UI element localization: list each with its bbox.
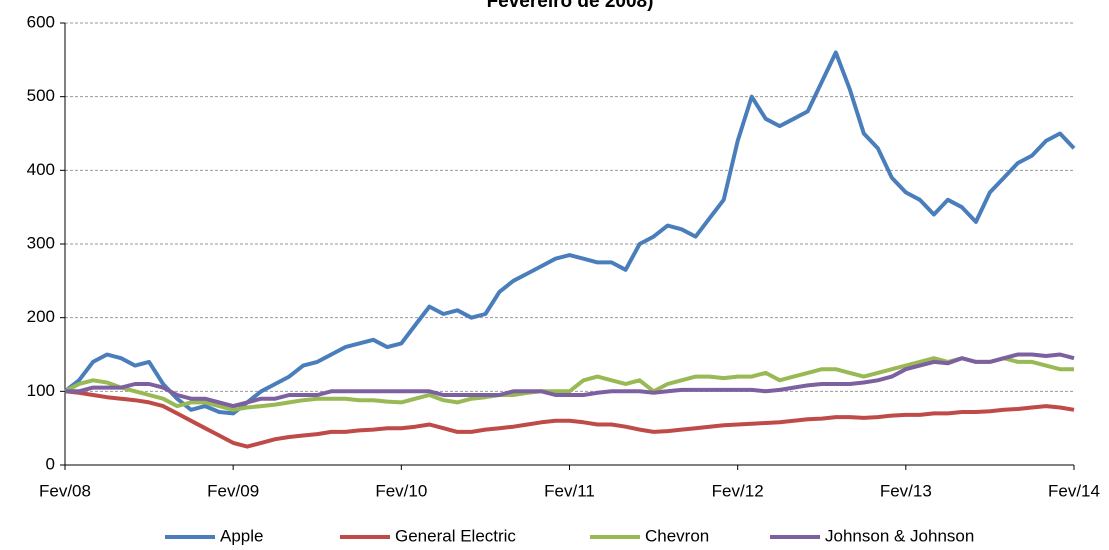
y-tick-label: 400 bbox=[27, 160, 55, 179]
y-tick-label: 300 bbox=[27, 233, 55, 252]
x-tick-label: Fev/10 bbox=[375, 481, 427, 500]
y-tick-label: 500 bbox=[27, 86, 55, 105]
series-line bbox=[63, 50, 1076, 416]
legend-label: Apple bbox=[220, 526, 263, 545]
y-tick-label: 100 bbox=[27, 381, 55, 400]
x-tick-label: Fev/12 bbox=[712, 481, 764, 500]
x-tick-label: Fev/14 bbox=[1048, 481, 1100, 500]
legend-label: Chevron bbox=[645, 526, 709, 545]
legend-label: General Electric bbox=[395, 526, 516, 545]
legend-label: Johnson & Johnson bbox=[825, 526, 974, 545]
y-tick-label: 600 bbox=[27, 12, 55, 31]
y-tick-label: 0 bbox=[46, 454, 55, 473]
x-tick-label: Fev/11 bbox=[544, 481, 595, 500]
x-tick-label: Fev/13 bbox=[880, 481, 932, 500]
series-line bbox=[64, 389, 1075, 449]
x-tick-label: Fev/08 bbox=[39, 481, 91, 500]
series-line bbox=[64, 356, 1074, 412]
chart-title: Fevereiro de 2008) bbox=[487, 0, 654, 12]
series-line bbox=[65, 352, 1075, 409]
y-tick-label: 200 bbox=[27, 307, 55, 326]
x-tick-label: Fev/09 bbox=[207, 481, 259, 500]
